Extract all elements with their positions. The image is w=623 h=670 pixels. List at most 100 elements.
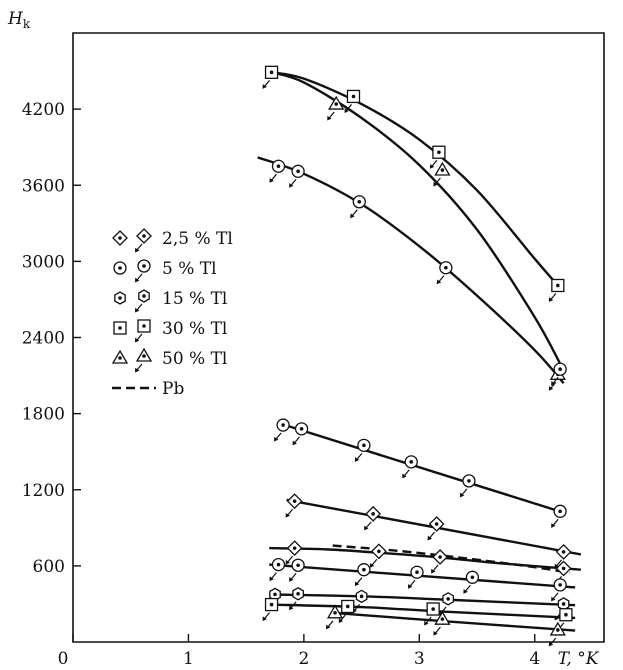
tick-labels: 0 1 2 3 4 600 1200 1800 2400 3000 3600 4200 (22, 100, 540, 669)
arrow-shaft (136, 303, 143, 311)
legend-entry: 50 % Tl (111, 347, 227, 373)
arrow-shaft (346, 104, 352, 111)
arrow-head (551, 596, 556, 602)
arrow-head (289, 605, 294, 611)
data-point (459, 474, 476, 498)
marker-center-dot (269, 602, 274, 607)
arrow-head (326, 624, 331, 630)
data-point (285, 540, 303, 565)
x-axis-label: T, °K (558, 649, 600, 669)
y-axis-label-subscript: k (23, 17, 31, 31)
marker-center-dot (440, 168, 445, 172)
marker-center-dot (273, 592, 277, 597)
arrow-head (429, 164, 435, 169)
arrow-shaft (294, 436, 301, 444)
arrow-shaft (356, 452, 363, 460)
data-point (285, 493, 303, 518)
y-tick-label: 600 (33, 557, 65, 577)
arrow-head (354, 581, 360, 587)
marker-center-dot (276, 164, 281, 169)
arrow-head (135, 277, 140, 283)
legend-entry: 30 % Tl (113, 319, 227, 343)
legend-label: Pb (162, 379, 184, 399)
legend-label: 2,5 % Tl (162, 229, 233, 249)
marker-center-dot (446, 597, 450, 601)
arrow-head (548, 641, 554, 647)
arrow-shaft (556, 559, 563, 567)
marker-center-dot (359, 594, 364, 599)
arrow-shaft (290, 572, 297, 580)
data-point (289, 587, 304, 611)
data-point (551, 578, 567, 602)
arrow-head (548, 297, 554, 302)
data-point (548, 621, 566, 647)
marker-center-dot (296, 563, 300, 568)
arrow-shaft (328, 111, 335, 119)
arrow-shaft (371, 558, 378, 566)
arrow-shaft (552, 376, 559, 384)
legend-entry: Pb (112, 379, 184, 399)
arrow-head (369, 563, 375, 568)
arrow-shaft (461, 488, 468, 496)
data-point (289, 558, 305, 582)
y-axis-label: Hk (7, 9, 31, 31)
data-point (364, 505, 382, 531)
marker-center-dot (415, 570, 419, 575)
y-tick-label: 2400 (22, 329, 65, 349)
y-axis-label-main: H (7, 9, 24, 29)
curve-line (269, 593, 576, 607)
data-point (292, 422, 309, 446)
marker-center-dot (371, 512, 375, 516)
arrow-shaft (340, 614, 347, 621)
arrow-shaft (552, 518, 559, 526)
arrow-shaft (550, 293, 557, 300)
arrow-head (285, 559, 291, 565)
arrow-head (292, 440, 297, 446)
arrow-shaft (287, 508, 294, 516)
arrow-head (289, 183, 294, 188)
y-tick-label: 1800 (22, 405, 65, 425)
arrow-head (338, 618, 344, 623)
arrow-head (554, 615, 559, 621)
marker-center-dot (142, 354, 146, 358)
marker-center-dot (434, 522, 439, 526)
data-point (326, 604, 344, 630)
legend-entry: 2,5 % Tl (112, 228, 233, 253)
marker-center-dot (296, 169, 300, 174)
legend-label: 30 % Tl (162, 319, 227, 339)
arrow-head (364, 525, 369, 531)
marker-center-dot (558, 509, 562, 514)
marker-center-dot (142, 234, 146, 238)
legend: 2,5 % Tl 5 % Tl 15 % Tl 30 % Tl 50 % Tl Pb (111, 228, 233, 399)
arrow-head (350, 213, 355, 219)
arrow-head (436, 279, 442, 285)
data-point (551, 504, 567, 528)
legend-entry: 15 % Tl (114, 289, 227, 313)
arrow-head (551, 523, 556, 528)
data-point (554, 597, 570, 621)
arrow-shaft (464, 584, 471, 592)
arrow-head (135, 247, 140, 253)
data-point (262, 65, 279, 89)
data-point (354, 563, 371, 587)
marker-center-dot (276, 562, 281, 567)
arrow-head (433, 630, 438, 636)
axis-ticks (72, 108, 536, 642)
legend-label: 5 % Tl (162, 259, 217, 279)
data-point (548, 278, 565, 302)
marker-center-dot (269, 70, 274, 75)
marker-center-dot (558, 367, 562, 372)
marker-center-dot (409, 460, 414, 464)
arrow-shaft (438, 275, 445, 283)
arrow-head (262, 84, 267, 89)
arrow-head (327, 115, 332, 121)
arrow-shaft (409, 579, 416, 587)
marker-center-dot (564, 612, 568, 617)
marker-center-dot (437, 150, 441, 155)
marker-center-dot (440, 617, 445, 621)
marker-center-dot (362, 443, 366, 448)
arrow-shaft (290, 601, 297, 609)
data-point (463, 570, 480, 594)
curve-line (271, 71, 565, 372)
